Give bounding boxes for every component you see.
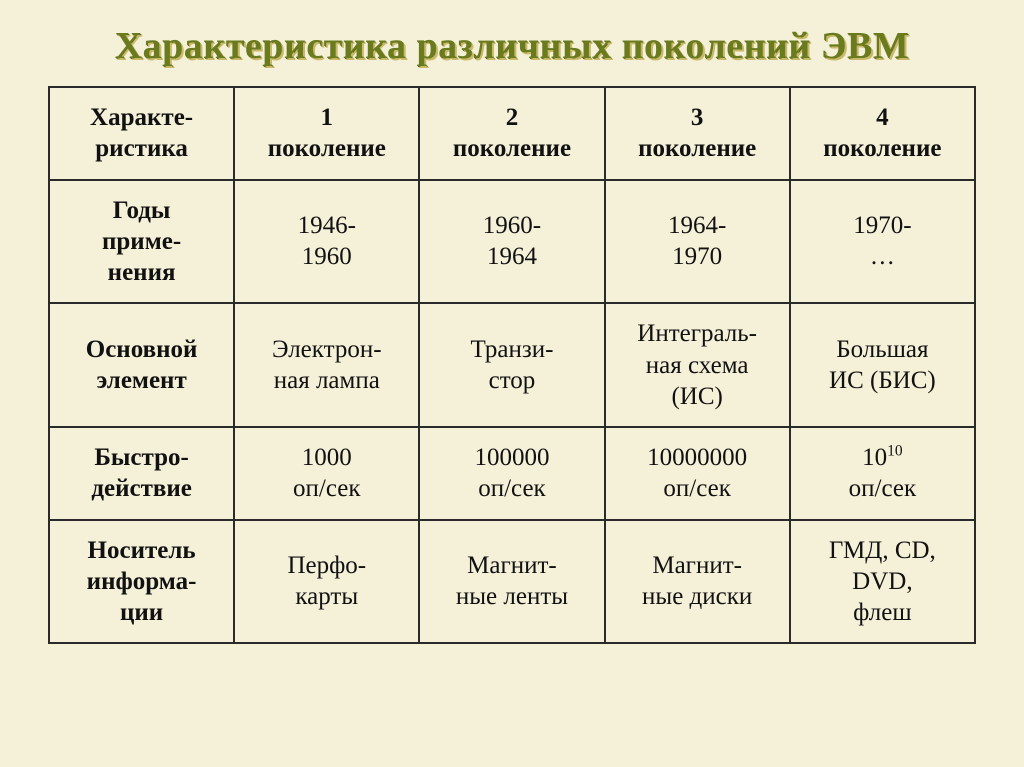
cell: 100000оп/сек [419, 427, 604, 520]
cell: ГМД, CD,DVD,флеш [790, 520, 975, 644]
cell: Магнит-ные ленты [419, 520, 604, 644]
cell: 1970-… [790, 180, 975, 304]
row-label-element: Основнойэлемент [49, 303, 234, 427]
cell: 1000оп/сек [234, 427, 419, 520]
cell: Транзи-стор [419, 303, 604, 427]
cell: Магнит-ные диски [605, 520, 790, 644]
col-header-gen4: 4поколение [790, 87, 975, 180]
cell: 1946-1960 [234, 180, 419, 304]
table-header-row: Характе-ристика 1поколение 2поколение 3п… [49, 87, 975, 180]
generations-table: Характе-ристика 1поколение 2поколение 3п… [48, 86, 976, 644]
table-row: Носительинформа-ции Перфо-карты Магнит-н… [49, 520, 975, 644]
slide-title: Характеристика различных поколений ЭВМ [48, 24, 976, 68]
cell: 1964-1970 [605, 180, 790, 304]
col-header-gen2: 2поколение [419, 87, 604, 180]
row-label-speed: Быстро-действие [49, 427, 234, 520]
slide: Характеристика различных поколений ЭВМ Х… [0, 0, 1024, 767]
cell: Перфо-карты [234, 520, 419, 644]
row-label-media: Носительинформа-ции [49, 520, 234, 644]
col-header-gen3: 3поколение [605, 87, 790, 180]
col-header-characteristic: Характе-ристика [49, 87, 234, 180]
cell: БольшаяИС (БИС) [790, 303, 975, 427]
table-row: Основнойэлемент Электрон-ная лампа Транз… [49, 303, 975, 427]
table-row: Годыприме-нения 1946-1960 1960-1964 1964… [49, 180, 975, 304]
cell: 1960-1964 [419, 180, 604, 304]
cell: Электрон-ная лампа [234, 303, 419, 427]
col-header-gen1: 1поколение [234, 87, 419, 180]
cell: 1010оп/сек [790, 427, 975, 520]
cell: 10000000оп/сек [605, 427, 790, 520]
table-row: Быстро-действие 1000оп/сек 100000оп/сек … [49, 427, 975, 520]
cell: Интеграль-ная схема(ИС) [605, 303, 790, 427]
row-label-years: Годыприме-нения [49, 180, 234, 304]
